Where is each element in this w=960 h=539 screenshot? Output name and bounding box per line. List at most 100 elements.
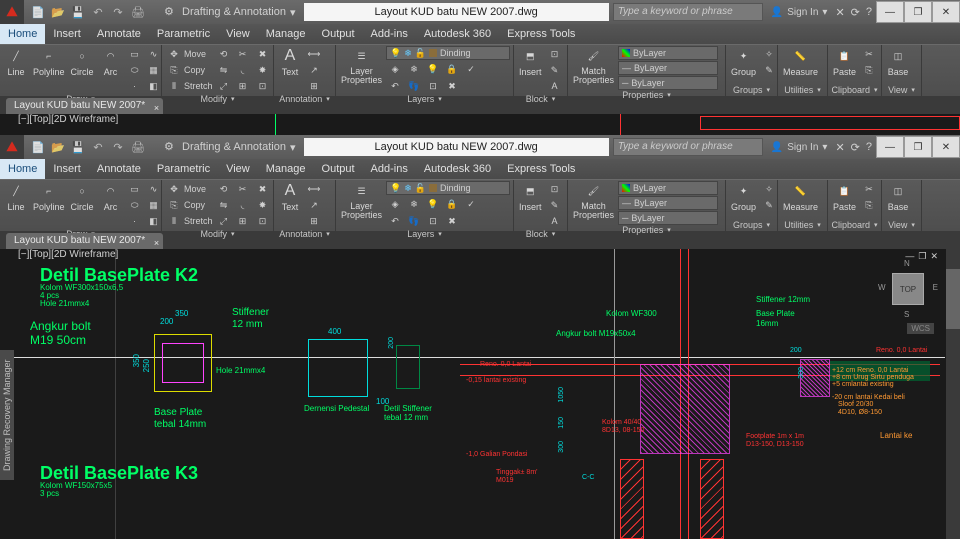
layer-freeze-icon[interactable]: ❄ xyxy=(405,61,423,77)
color-combo[interactable]: ByLayer xyxy=(618,181,718,195)
panel-label-annotation[interactable]: Annotation xyxy=(277,94,332,104)
help-icon[interactable]: ? xyxy=(866,6,872,19)
layer-lock-icon[interactable]: 🔒 xyxy=(443,61,461,77)
nav-cube-face[interactable]: TOP xyxy=(892,273,924,305)
tab-annotate[interactable]: Annotate xyxy=(89,24,149,44)
group-edit-icon[interactable]: ✎ xyxy=(760,197,778,213)
viewport-label[interactable]: [−][Top][2D Wireframe] xyxy=(18,114,118,125)
canvas[interactable]: [−][Top][2D Wireframe] — ❐ ✕ N S W E TOP… xyxy=(0,249,960,539)
layer-props-button[interactable]: ☰Layer Properties xyxy=(339,46,384,85)
layer-state-icon[interactable]: ⊡ xyxy=(424,213,442,229)
ungroup-icon[interactable]: ✧ xyxy=(760,46,778,62)
insert-button[interactable]: ⬒Insert xyxy=(517,181,544,212)
qat-print-icon[interactable]: 🖨 xyxy=(130,139,146,155)
polyline-button[interactable]: ⌐Polyline xyxy=(31,181,67,212)
panel-label-view[interactable]: View xyxy=(885,84,918,96)
insert-button[interactable]: ⬒Insert xyxy=(517,46,544,77)
minimize-button[interactable]: — xyxy=(876,1,904,23)
point-icon[interactable]: · xyxy=(126,78,144,94)
qat-open-icon[interactable]: 📂 xyxy=(50,139,66,155)
layer-combo[interactable]: 💡❄🔓Dinding xyxy=(386,181,510,195)
layer-lock-icon[interactable]: 🔒 xyxy=(443,196,461,212)
point-icon[interactable]: · xyxy=(126,213,144,229)
tab-manage[interactable]: Manage xyxy=(258,24,314,44)
dim-linear-icon[interactable]: ⟷ xyxy=(305,181,323,197)
signin-button[interactable]: 👤 Sign In ▾ xyxy=(771,7,828,18)
qat-new-icon[interactable]: 📄 xyxy=(30,139,46,155)
tab-home[interactable]: Home xyxy=(0,24,45,44)
qat-undo-icon[interactable]: ↶ xyxy=(90,139,106,155)
tab-a360[interactable]: Autodesk 360 xyxy=(416,159,499,179)
qat-save-icon[interactable]: 💾 xyxy=(70,139,86,155)
minimize-button[interactable]: — xyxy=(876,136,904,158)
help-icon[interactable]: ? xyxy=(866,141,872,154)
polyline-button[interactable]: ⌐Polyline xyxy=(31,46,67,77)
trim-icon[interactable]: ✂ xyxy=(234,181,252,197)
ellipse-icon[interactable]: ⬭ xyxy=(126,62,144,78)
line-button[interactable]: ╱Line xyxy=(3,181,29,212)
layer-del-icon[interactable]: ✖ xyxy=(443,78,461,94)
fillet-icon[interactable]: ◟ xyxy=(234,62,252,78)
hatch-icon[interactable]: ▦ xyxy=(145,62,163,78)
panel-label-properties[interactable]: Properties xyxy=(571,90,722,100)
panel-label-clipboard[interactable]: Clipboard xyxy=(831,219,878,231)
group-button[interactable]: ✦Group xyxy=(729,181,758,212)
tab-addins[interactable]: Add-ins xyxy=(363,159,416,179)
spline-icon[interactable]: ∿ xyxy=(145,181,163,197)
stretch-icon[interactable]: ⫴ xyxy=(165,78,183,94)
region-icon[interactable]: ◧ xyxy=(145,213,163,229)
qat-undo-icon[interactable]: ↶ xyxy=(90,4,106,20)
exchange-icon[interactable]: ✕ xyxy=(835,6,844,19)
scale-icon[interactable]: ⤢ xyxy=(215,213,233,229)
app-logo[interactable] xyxy=(0,135,24,159)
lineweight-combo[interactable]: — ByLayer xyxy=(618,196,718,210)
create-block-icon[interactable]: ⊡ xyxy=(546,181,564,197)
leader-icon[interactable]: ↗ xyxy=(305,197,323,213)
tab-express[interactable]: Express Tools xyxy=(499,159,583,179)
tab-manage[interactable]: Manage xyxy=(258,159,314,179)
panel-label-clipboard[interactable]: Clipboard xyxy=(831,84,878,96)
close-button[interactable]: ✕ xyxy=(932,136,960,158)
rotate-icon[interactable]: ⟲ xyxy=(215,46,233,62)
offset-icon[interactable]: ⊡ xyxy=(254,78,272,94)
layer-walk-icon[interactable]: 👣 xyxy=(405,213,423,229)
tab-express[interactable]: Express Tools xyxy=(499,24,583,44)
doc-tab[interactable]: Layout KUD batu NEW 2007*× xyxy=(6,233,163,249)
arc-button[interactable]: ◠Arc xyxy=(98,46,124,77)
edit-block-icon[interactable]: ✎ xyxy=(546,197,564,213)
circle-button[interactable]: ○Circle xyxy=(69,46,96,77)
layer-props-button[interactable]: ☰Layer Properties xyxy=(339,181,384,220)
tab-view[interactable]: View xyxy=(218,24,258,44)
tab-parametric[interactable]: Parametric xyxy=(149,159,218,179)
tab-addins[interactable]: Add-ins xyxy=(363,24,416,44)
autodesk-icon[interactable]: ⟳ xyxy=(851,6,860,19)
stretch-icon[interactable]: ⫴ xyxy=(165,213,183,229)
base-button[interactable]: ◫Base xyxy=(885,181,911,212)
linetype-combo[interactable]: ─ ByLayer xyxy=(618,211,718,225)
panel-label-groups[interactable]: Groups xyxy=(729,219,774,231)
trim-icon[interactable]: ✂ xyxy=(234,46,252,62)
search-input[interactable]: Type a keyword or phrase xyxy=(613,138,763,156)
explode-icon[interactable]: ✸ xyxy=(254,62,272,78)
measure-button[interactable]: 📏Measure xyxy=(781,181,820,212)
copy-icon[interactable]: ⎘ xyxy=(165,197,183,213)
layer-state-icon[interactable]: ⊡ xyxy=(424,78,442,94)
explode-icon[interactable]: ✸ xyxy=(254,197,272,213)
panel-label-block[interactable]: Block xyxy=(517,229,564,239)
wcs-label[interactable]: WCS xyxy=(907,323,934,334)
hatch-icon[interactable]: ▦ xyxy=(145,197,163,213)
panel-label-block[interactable]: Block xyxy=(517,94,564,104)
layer-off-icon[interactable]: 💡 xyxy=(424,196,442,212)
panel-label-annotation[interactable]: Annotation xyxy=(277,229,332,239)
tab-parametric[interactable]: Parametric xyxy=(149,24,218,44)
create-block-icon[interactable]: ⊡ xyxy=(546,46,564,62)
leader-icon[interactable]: ↗ xyxy=(305,62,323,78)
move-icon[interactable]: ✥ xyxy=(165,181,183,197)
cut-icon[interactable]: ✂ xyxy=(860,46,878,62)
layer-match-icon[interactable]: ✓ xyxy=(462,61,480,77)
spline-icon[interactable]: ∿ xyxy=(145,46,163,62)
panel-label-layers[interactable]: Layers xyxy=(339,229,510,239)
panel-label-modify[interactable]: Modify xyxy=(165,229,270,239)
qat-open-icon[interactable]: 📂 xyxy=(50,4,66,20)
fillet-icon[interactable]: ◟ xyxy=(234,197,252,213)
